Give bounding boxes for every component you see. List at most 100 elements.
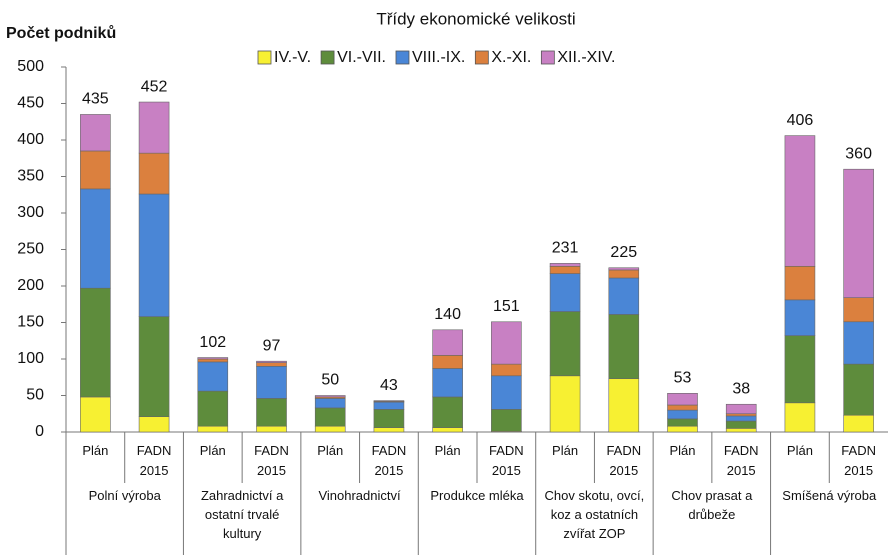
total-label: 151: [493, 298, 520, 315]
bar-segment: [138, 193, 170, 317]
bar-segment: [491, 375, 522, 410]
bar-segment: [138, 316, 170, 417]
bar-segment: [608, 378, 640, 433]
x-tick-label: FADN 2015: [371, 443, 407, 478]
bar-segment: [843, 321, 874, 365]
x-tick-label: Plán: [552, 443, 579, 458]
bar-segment: [549, 263, 581, 267]
x-tick-label: Plán: [434, 443, 461, 458]
total-label: 225: [610, 244, 637, 261]
bar-segment: [784, 135, 816, 267]
total-label: 43: [380, 377, 398, 394]
bar-segment: [667, 425, 698, 433]
bar-segment: [314, 407, 346, 427]
bar-segment: [314, 395, 346, 398]
legend-swatch: [540, 50, 555, 65]
bar-segment: [314, 398, 346, 409]
bar-segment: [843, 168, 874, 298]
bar-segment: [725, 415, 757, 422]
bar-segment: [80, 188, 111, 289]
bar-segment: [138, 416, 170, 433]
y-tick-label: 500: [17, 58, 44, 75]
x-tick-label: Plán: [199, 443, 226, 458]
legend-label: IV.-V.: [274, 49, 311, 66]
x-tick-label: Plán: [82, 443, 109, 458]
bar-segment: [138, 152, 170, 195]
bar-segment: [549, 273, 581, 312]
bar-segment: [784, 335, 816, 404]
bar-segment: [256, 398, 287, 427]
bar-segment: [784, 265, 816, 301]
x-tick-label: FADN 2015: [723, 443, 759, 478]
total-label: 231: [552, 240, 579, 257]
bar-segment: [256, 425, 287, 433]
bar-segment: [549, 375, 581, 433]
bar-segment: [608, 267, 640, 271]
bar-segment: [373, 409, 405, 428]
y-tick-label: 50: [26, 387, 44, 404]
bar-segment: [80, 150, 111, 190]
bar-segment: [432, 329, 463, 356]
chart-title: Třídy ekonomické velikosti: [376, 9, 575, 28]
bar-segment: [432, 355, 463, 369]
y-tick-label: 250: [17, 241, 44, 258]
bar-segment: [197, 361, 229, 392]
group-label: Polní výroba: [88, 488, 161, 503]
bar-segment: [373, 427, 405, 433]
total-label: 53: [674, 370, 692, 387]
bar-segment: [725, 413, 757, 417]
bar-segment: [667, 409, 698, 420]
y-tick-label: 450: [17, 95, 44, 112]
bar-segment: [314, 425, 346, 433]
bar-segment: [667, 393, 698, 406]
x-tick-label: FADN 2015: [606, 443, 642, 478]
bar-segment: [197, 390, 229, 427]
bar-segment: [373, 401, 405, 410]
bar-segment: [843, 297, 874, 323]
bar-segment: [725, 420, 757, 429]
legend-label: X.-XI.: [491, 49, 531, 66]
legend-swatch: [474, 50, 489, 65]
group-label: Chov prasat a drůbeže: [671, 488, 753, 522]
group-label: Smíšená výroba: [782, 488, 877, 503]
x-tick-label: Plán: [786, 443, 813, 458]
bar-segment: [667, 418, 698, 427]
bar-segment: [197, 358, 229, 363]
bar-segment: [197, 425, 229, 433]
bar-segment: [491, 363, 522, 377]
bar-segment: [256, 360, 287, 363]
total-label: 50: [321, 372, 339, 389]
bar-segment: [373, 400, 405, 402]
total-label: 102: [199, 334, 226, 351]
bar-segment: [608, 314, 640, 380]
y-tick-label: 300: [17, 204, 44, 221]
bar-segment: [725, 428, 757, 433]
bar-segment: [843, 414, 874, 433]
group-label: Vinohradnictví: [318, 488, 401, 503]
bar-segment: [80, 396, 111, 433]
legend-swatch: [395, 50, 410, 65]
bar-segment: [80, 114, 111, 152]
y-tick-label: 200: [17, 277, 44, 294]
group-label: Chov skotu, ovcí, koz a ostatních zvířat…: [544, 488, 645, 541]
y-tick-label: 0: [35, 423, 44, 440]
bar-segment: [725, 403, 757, 415]
x-tick-label: FADN 2015: [254, 443, 289, 478]
total-label: 435: [82, 91, 109, 108]
bar-segment: [138, 101, 170, 154]
y-axis-label: Počet podniků: [6, 25, 116, 42]
x-tick-label: FADN 2015: [136, 443, 172, 478]
bar-segment: [549, 311, 581, 377]
y-tick-label: 350: [17, 168, 44, 185]
bar-segment: [491, 321, 522, 365]
bar-segment: [784, 402, 816, 433]
legend-swatch: [320, 50, 335, 65]
bar-segment: [549, 265, 581, 274]
total-label: 452: [141, 78, 168, 95]
bar-segment: [432, 396, 463, 428]
bar-segment: [432, 368, 463, 398]
legend-swatch: [257, 50, 272, 65]
bar-segment: [667, 404, 698, 411]
